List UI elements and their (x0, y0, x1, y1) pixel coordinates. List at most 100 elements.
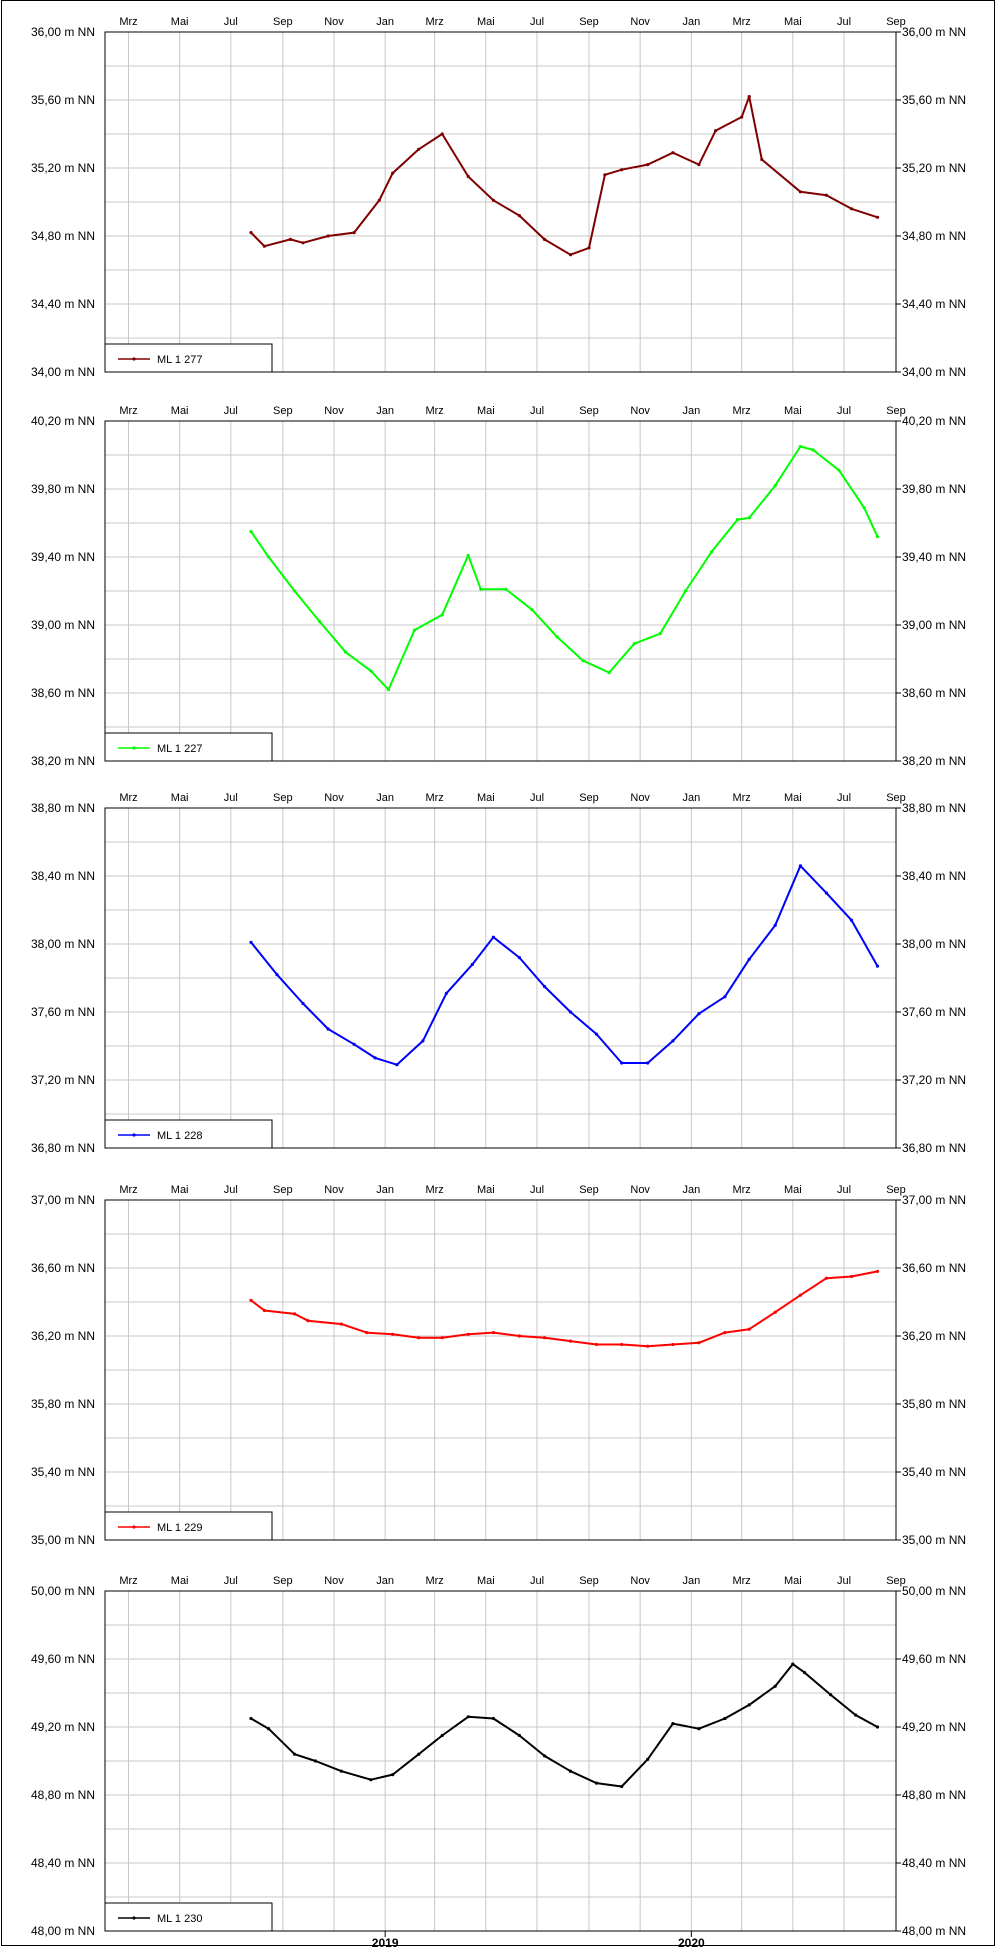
data-point (391, 1773, 395, 1777)
month-tick-label: Jan (376, 405, 394, 417)
data-point (683, 589, 688, 593)
data-point (837, 468, 841, 472)
series-line (250, 1663, 878, 1788)
y-tick-label-right: 35,80 m NN (902, 1397, 966, 1411)
data-point (568, 1010, 573, 1014)
data-point (293, 1752, 297, 1756)
data-point (491, 1331, 495, 1335)
plot-frame (104, 807, 897, 1149)
data-point (267, 1727, 271, 1731)
month-tick-label: Mai (477, 1184, 495, 1196)
y-tick-label-left: 39,40 m NN (31, 550, 95, 564)
y-tick-label-left: 35,40 m NN (31, 1465, 95, 1479)
month-tick-label: Jul (224, 405, 238, 417)
legend-box (104, 1511, 273, 1541)
data-point (479, 587, 483, 591)
data-point (262, 244, 266, 248)
data-point (798, 444, 803, 449)
data-point (824, 1276, 829, 1280)
y-tick-label-left: 36,00 m NN (31, 25, 95, 39)
data-point (339, 1769, 344, 1773)
chart-panel-1: 34,00 m NN 34,00 m NN 34,40 m NN 34,40 m NN… (31, 16, 966, 379)
y-tick-label-left: 48,00 m NN (31, 1924, 95, 1938)
legend-label: ML 1 230 (157, 1913, 202, 1925)
data-point (697, 1012, 701, 1016)
y-tick-label-right: 48,40 m NN (902, 1856, 966, 1870)
data-point (798, 864, 803, 868)
data-point (697, 1341, 701, 1345)
data-point (365, 1331, 369, 1335)
month-tick-label: Sep (886, 405, 906, 417)
month-tick-label: Jan (682, 792, 700, 804)
month-tick-label: Mai (784, 792, 802, 804)
legend-swatch-marker (132, 1133, 136, 1137)
data-point (723, 995, 727, 999)
data-point (267, 555, 271, 559)
data-point (747, 1703, 751, 1707)
data-point (262, 1308, 266, 1313)
y-tick-label-left: 36,60 m NN (31, 1261, 95, 1275)
y-tick-label-right: 37,60 m NN (902, 1005, 966, 1019)
month-tick-label: Mrz (425, 1184, 443, 1196)
data-point (466, 1715, 470, 1719)
y-tick-label-right: 36,80 m NN (902, 1141, 966, 1155)
data-point (658, 631, 662, 636)
y-tick-label-right: 35,00 m NN (902, 1533, 966, 1547)
data-point (798, 190, 803, 194)
month-tick-label: Jan (376, 1575, 394, 1587)
y-tick-label-right: 36,60 m NN (902, 1261, 966, 1275)
month-tick-label: Jul (530, 1184, 544, 1196)
y-tick-label-left: 34,40 m NN (31, 297, 95, 311)
data-point (620, 1342, 624, 1347)
data-point (747, 95, 751, 99)
y-tick-label-right: 50,00 m NN (902, 1584, 966, 1598)
data-point (620, 1784, 624, 1789)
data-point (829, 1693, 833, 1697)
data-point (594, 1342, 599, 1347)
month-tick-label: Nov (324, 1184, 344, 1196)
data-point (594, 1032, 599, 1036)
month-tick-label: Jan (682, 16, 700, 28)
data-point (671, 1722, 675, 1726)
month-tick-label: Sep (579, 405, 599, 417)
month-tick-label: Jul (837, 1575, 851, 1587)
data-point (249, 940, 253, 944)
data-point (697, 1727, 701, 1731)
month-tick-label: Mai (171, 1184, 189, 1196)
month-tick-label: Mrz (425, 1575, 443, 1587)
data-point (773, 1310, 777, 1314)
y-tick-label-left: 49,60 m NN (31, 1652, 95, 1666)
data-point (440, 613, 444, 617)
data-point (875, 215, 880, 219)
plot-frame (104, 31, 897, 373)
month-tick-label: Jul (224, 1184, 238, 1196)
y-tick-label-left: 48,40 m NN (31, 1856, 95, 1870)
data-point (849, 918, 854, 922)
data-point (875, 1269, 880, 1273)
month-tick-label: Nov (324, 792, 344, 804)
data-point (417, 147, 421, 151)
legend-label: ML 1 228 (157, 1130, 202, 1142)
data-point (293, 1312, 297, 1316)
data-point (377, 198, 381, 202)
month-tick-label: Mrz (119, 1575, 137, 1587)
data-point (369, 669, 373, 673)
data-point (607, 671, 611, 675)
data-point (313, 1759, 318, 1763)
data-point (352, 231, 356, 235)
y-tick-label-left: 34,80 m NN (31, 229, 95, 243)
month-tick-label: Mai (171, 1575, 189, 1587)
data-point (555, 635, 559, 639)
data-point (301, 241, 305, 245)
data-point (811, 448, 815, 452)
month-tick-label: Mai (477, 405, 495, 417)
month-tick-label: Jul (837, 1184, 851, 1196)
data-point (491, 935, 495, 939)
data-point (568, 1769, 573, 1773)
y-tick-label-left: 36,20 m NN (31, 1329, 95, 1343)
y-tick-label-left: 49,20 m NN (31, 1720, 95, 1734)
y-tick-label-right: 36,00 m NN (902, 25, 966, 39)
y-tick-label-right: 39,40 m NN (902, 550, 966, 564)
